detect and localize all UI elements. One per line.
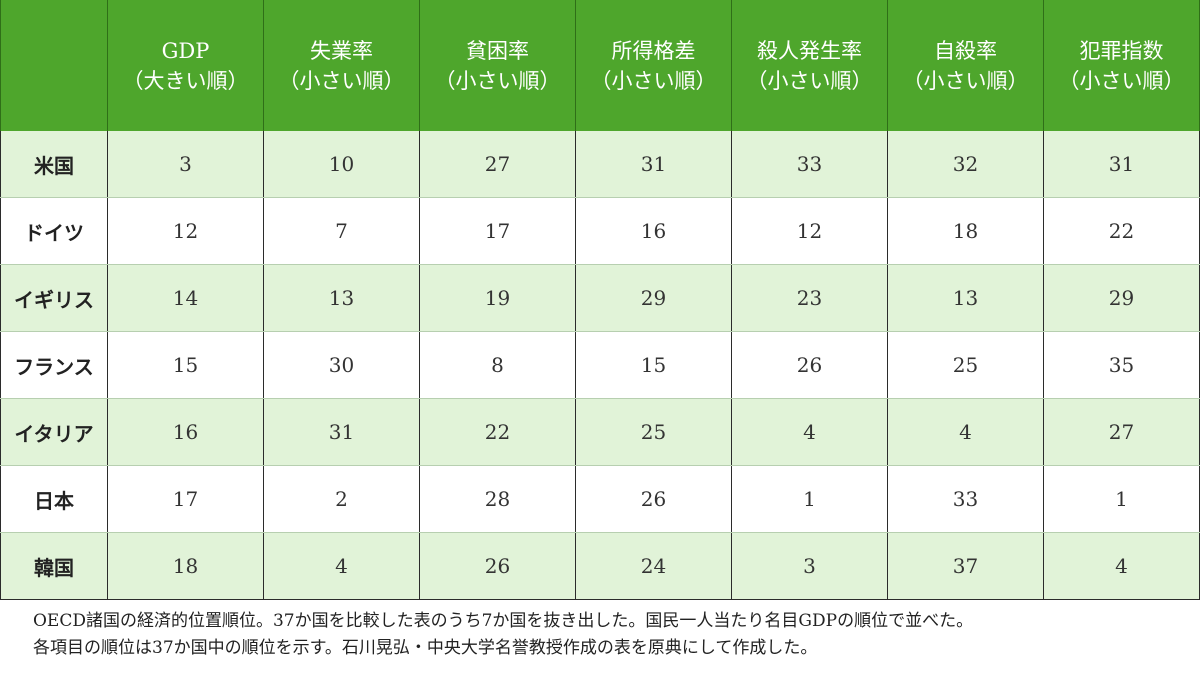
country-cell: 韓国 [0,532,108,600]
country-cell: イギリス [0,264,108,332]
caption-line-1: OECD諸国の経済的位置順位。37か国を比較した表のうち7か国を抜き出した。国民… [33,611,974,631]
rank-cell: 2 [263,465,420,533]
rank-cell: 23 [731,264,888,332]
rank-cell: 27 [419,131,576,198]
rank-cell: 13 [263,264,420,332]
column-header: GDP （大きい順） [107,0,264,131]
rank-cell: 12 [731,197,888,265]
country-cell: ドイツ [0,197,108,265]
rank-cell: 17 [419,197,576,265]
column-header-title: 所得格差 [611,38,696,63]
country-cell: フランス [0,331,108,399]
header-row: GDP （大きい順） 失業率 （小さい順） 貧困率 （小さい順） 所得格差 （小さい順） 殺人発… [0,0,1200,131]
table-row: フランス 15 30 8 15 26 25 35 [0,331,1200,399]
rank-cell: 27 [1043,398,1200,466]
rank-cell: 32 [887,131,1044,198]
rank-cell: 7 [263,197,420,265]
column-header-order: （小さい順） [590,68,717,93]
rank-cell: 30 [263,331,420,399]
column-header-title: 自殺率 [934,38,997,63]
table-row: 米国 3 10 27 31 33 32 31 [0,131,1200,198]
table-row: 日本 17 2 28 26 1 33 1 [0,465,1200,533]
rank-cell: 18 [107,532,264,600]
table-row: イギリス 14 13 19 29 23 13 29 [0,264,1200,332]
table-body: 米国 3 10 27 31 33 32 31 ドイツ 12 7 17 16 12 18 22 イギリス 14 13 1… [0,131,1200,600]
rank-cell: 12 [107,197,264,265]
rank-cell: 26 [731,331,888,399]
rank-cell: 35 [1043,331,1200,399]
rank-cell: 22 [419,398,576,466]
column-header-order: （小さい順） [434,68,561,93]
rank-cell: 14 [107,264,264,332]
rank-cell: 37 [887,532,1044,600]
rank-cell: 17 [107,465,264,533]
ranking-table: GDP （大きい順） 失業率 （小さい順） 貧困率 （小さい順） 所得格差 （小さい順） 殺人発… [0,0,1200,600]
rank-cell: 1 [1043,465,1200,533]
country-cell: イタリア [0,398,108,466]
rank-cell: 29 [575,264,732,332]
rank-cell: 3 [107,131,264,198]
rank-cell: 28 [419,465,576,533]
rank-cell: 3 [731,532,888,600]
rank-cell: 26 [419,532,576,600]
rank-cell: 25 [575,398,732,466]
rank-cell: 26 [575,465,732,533]
column-header-title: 殺人発生率 [757,38,862,63]
rank-cell: 31 [1043,131,1200,198]
rank-cell: 1 [731,465,888,533]
table-row: ドイツ 12 7 17 16 12 18 22 [0,197,1200,265]
rank-cell: 31 [575,131,732,198]
column-header-order: （大きい順） [122,68,249,93]
column-header-order: （小さい順） [278,68,405,93]
table-row: イタリア 16 31 22 25 4 4 27 [0,398,1200,466]
column-header-order: （小さい順） [902,68,1029,93]
rank-cell: 13 [887,264,1044,332]
column-header-title: 犯罪指数 [1079,38,1164,63]
rank-cell: 31 [263,398,420,466]
country-cell: 米国 [0,131,108,198]
column-header: 所得格差 （小さい順） [575,0,732,131]
rank-cell: 24 [575,532,732,600]
rank-cell: 15 [107,331,264,399]
column-header: 犯罪指数 （小さい順） [1043,0,1200,131]
column-header-title: GDP [161,38,210,63]
rank-cell: 22 [1043,197,1200,265]
rank-cell: 16 [575,197,732,265]
column-header-title: 貧困率 [466,38,529,63]
rank-cell: 19 [419,264,576,332]
rank-cell: 33 [887,465,1044,533]
rank-cell: 8 [419,331,576,399]
column-header-order: （小さい順） [1058,68,1185,93]
rank-cell: 33 [731,131,888,198]
rank-cell: 29 [1043,264,1200,332]
rank-cell: 4 [263,532,420,600]
rank-cell: 4 [1043,532,1200,600]
rank-cell: 10 [263,131,420,198]
caption: OECD諸国の経済的位置順位。37か国を比較した表のうち7か国を抜き出した。国民… [33,608,1193,662]
column-header: 失業率 （小さい順） [263,0,420,131]
rank-cell: 16 [107,398,264,466]
table-header: GDP （大きい順） 失業率 （小さい順） 貧困率 （小さい順） 所得格差 （小さい順） 殺人発… [0,0,1200,131]
caption-line-2: 各項目の順位は37か国中の順位を示す。石川晃弘・中央大学名誉教授作成の表を原典に… [33,638,818,658]
rank-cell: 4 [731,398,888,466]
corner-cell [0,0,108,131]
column-header-order: （小さい順） [746,68,873,93]
column-header: 自殺率 （小さい順） [887,0,1044,131]
rank-cell: 4 [887,398,1044,466]
column-header: 貧困率 （小さい順） [419,0,576,131]
country-cell: 日本 [0,465,108,533]
column-header: 殺人発生率 （小さい順） [731,0,888,131]
table-row: 韓国 18 4 26 24 3 37 4 [0,532,1200,600]
rank-cell: 15 [575,331,732,399]
rank-cell: 18 [887,197,1044,265]
rank-cell: 25 [887,331,1044,399]
column-header-title: 失業率 [310,38,373,63]
